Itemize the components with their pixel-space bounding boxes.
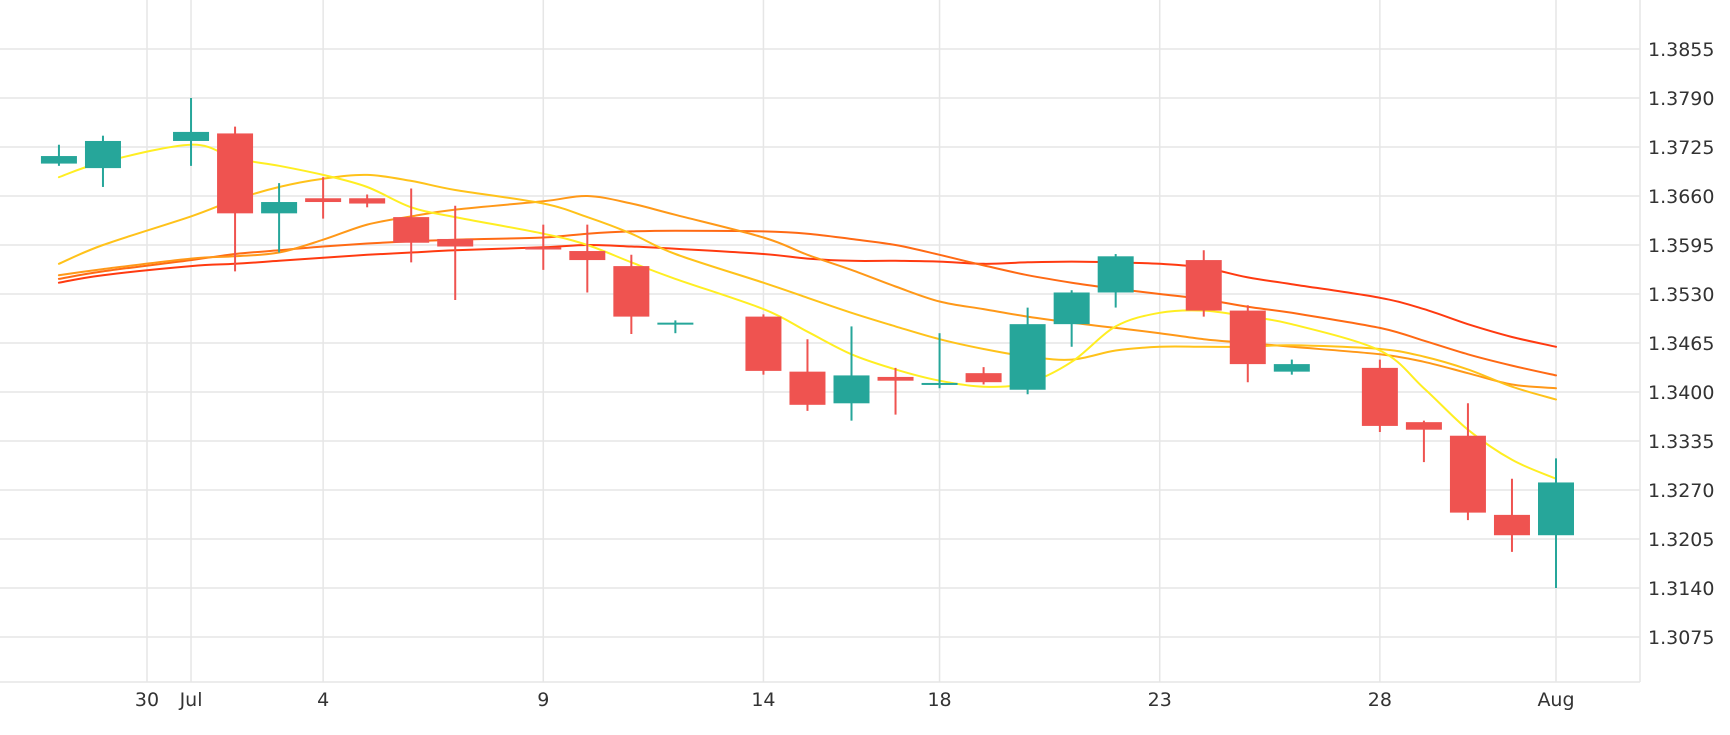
candle-body: [921, 382, 958, 385]
candle: [1493, 478, 1530, 552]
candle: [261, 183, 298, 253]
candle-body: [1273, 364, 1310, 372]
candle: [569, 224, 606, 293]
candle-body: [1097, 256, 1134, 293]
y-tick-label: 1.3595: [1648, 235, 1714, 257]
candle-body: [1405, 422, 1442, 430]
candle-body: [217, 133, 254, 214]
y-tick-label: 1.3790: [1648, 88, 1714, 110]
candle-body: [1493, 514, 1530, 536]
x-tick-label: 14: [751, 689, 775, 711]
candle-body: [965, 373, 1002, 383]
candle: [1009, 307, 1046, 395]
y-tick-label: 1.3205: [1648, 529, 1714, 551]
candle: [393, 188, 430, 263]
candle-layer: [40, 98, 1574, 588]
candle: [921, 333, 958, 389]
candle: [1229, 305, 1266, 383]
candle: [1053, 290, 1090, 347]
candle-body: [305, 198, 342, 203]
x-tick-label: 4: [317, 689, 329, 711]
x-tick-label: 30: [135, 689, 159, 711]
candle: [349, 194, 386, 208]
x-tick-label: 9: [537, 689, 549, 711]
candle-body: [1053, 292, 1090, 325]
candle-body: [877, 376, 914, 381]
candle-body: [613, 266, 650, 317]
candle-body: [525, 247, 562, 250]
moving-average-line: [57, 194, 1557, 390]
axis-label-layer: 1.3855 1.3790 1.3725 1.3660 1.3595 1.3530 1.34…: [135, 39, 1715, 711]
y-tick-label: 1.3400: [1648, 382, 1714, 404]
candle: [1185, 250, 1222, 317]
moving-average-line: [57, 243, 1557, 348]
y-tick-label: 1.3465: [1648, 333, 1714, 355]
candle-body: [1229, 310, 1266, 365]
y-tick-label: 1.3660: [1648, 186, 1714, 208]
x-tick-label: Jul: [179, 689, 203, 711]
candle: [613, 254, 650, 334]
candle: [877, 367, 914, 415]
candle: [1405, 420, 1442, 463]
candle-body: [745, 316, 782, 371]
candle-body: [657, 322, 694, 325]
candle: [437, 205, 474, 301]
candle-body: [349, 198, 386, 204]
y-tick-label: 1.3335: [1648, 431, 1714, 453]
candle-body: [40, 156, 77, 164]
candle-body: [1185, 260, 1222, 311]
candle: [217, 126, 254, 272]
candle: [1449, 403, 1486, 521]
moving-average-line: [57, 143, 1557, 480]
candle: [1097, 254, 1134, 308]
candle: [1361, 359, 1398, 432]
y-tick-label: 1.3530: [1648, 284, 1714, 306]
candle: [1273, 359, 1310, 375]
candle: [789, 339, 826, 411]
candle-body: [84, 140, 121, 169]
candle-body: [173, 131, 210, 141]
candle-body: [1361, 367, 1398, 426]
y-tick-label: 1.3075: [1648, 627, 1714, 649]
candle-body: [261, 202, 298, 214]
candle-body: [789, 371, 826, 405]
candle-body: [437, 238, 474, 247]
candle-body: [1009, 324, 1046, 390]
candle-body: [1538, 482, 1574, 536]
y-tick-label: 1.3270: [1648, 480, 1714, 502]
candle-body: [393, 217, 430, 243]
grid-layer: [0, 0, 1641, 683]
candle: [305, 177, 342, 219]
candle-body: [833, 375, 870, 404]
candle: [657, 320, 694, 334]
candle-body: [1449, 435, 1486, 513]
candle: [525, 224, 562, 270]
candle: [84, 135, 121, 187]
candle: [173, 98, 210, 166]
x-tick-label: 28: [1368, 689, 1392, 711]
x-tick-label: Aug: [1537, 689, 1574, 711]
moving-average-line: [57, 229, 1557, 377]
x-tick-label: 23: [1148, 689, 1172, 711]
x-tick-label: 18: [927, 689, 951, 711]
candle-body: [569, 251, 606, 261]
candle: [40, 144, 77, 166]
y-tick-label: 1.3855: [1648, 39, 1714, 61]
y-tick-label: 1.3140: [1648, 578, 1714, 600]
candle: [833, 326, 870, 421]
y-tick-label: 1.3725: [1648, 137, 1714, 159]
candle: [745, 314, 782, 375]
candle: [965, 367, 1002, 385]
candle: [1538, 458, 1574, 588]
